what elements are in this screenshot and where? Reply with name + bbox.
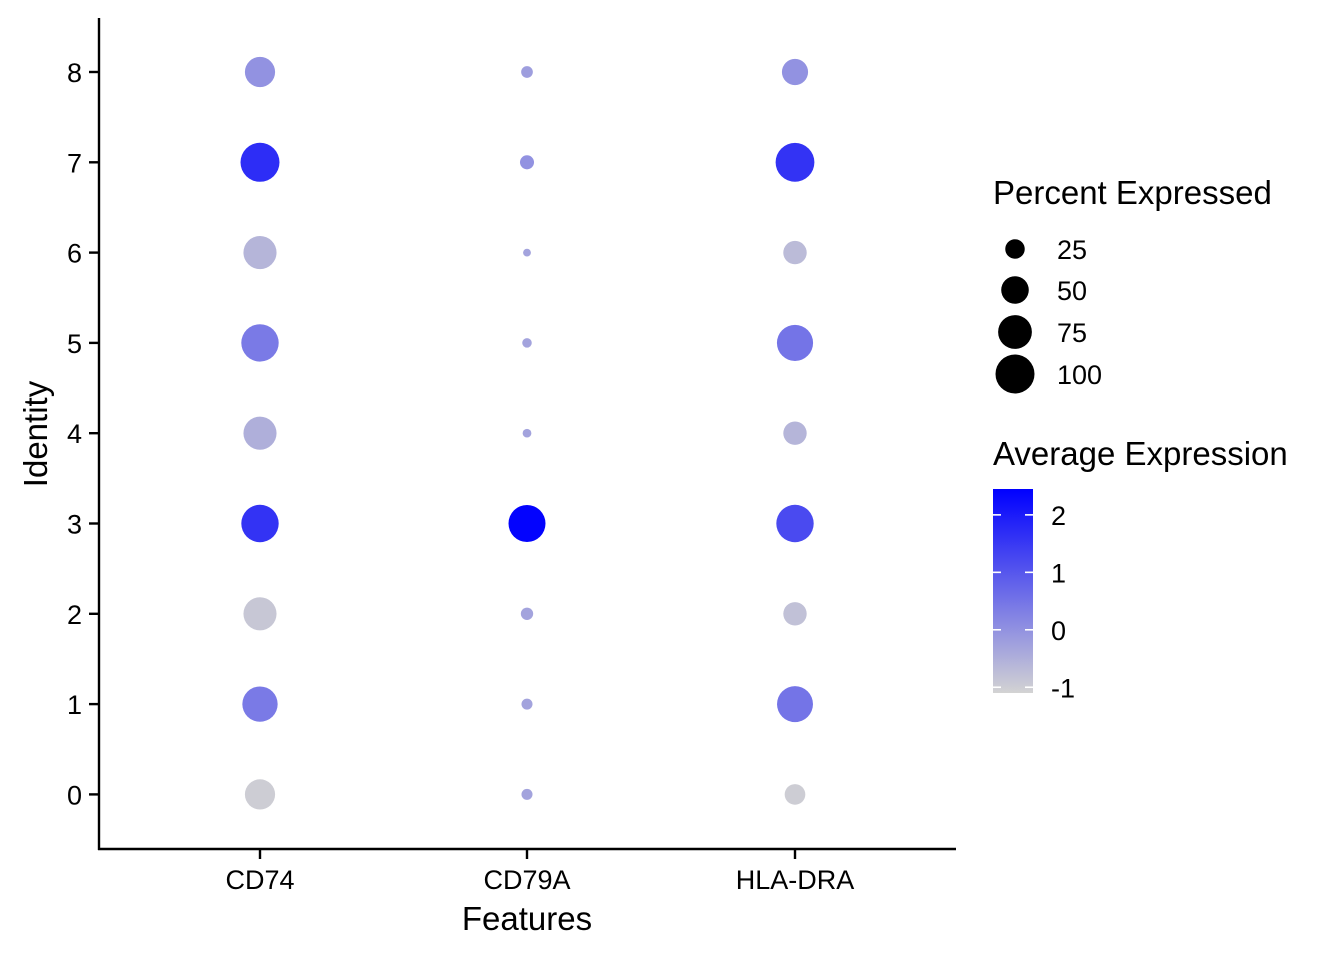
dot-hla-dra-4 [783,421,807,445]
size-legend-dot [995,354,1035,394]
dot-cd79a-2 [520,607,534,620]
dot-hla-dra-0 [784,784,806,805]
size-legend-dot [1005,239,1025,259]
color-legend-ticks: 2 1 0 -1 [993,501,1075,703]
color-legend-label: -1 [1051,673,1075,703]
y-tick-label: 4 [67,419,82,449]
color-legend-title: Average Expression [993,435,1288,472]
y-tick-label: 7 [67,148,82,178]
y-tick-label: 2 [67,600,82,630]
dot-cd79a-0 [521,788,533,800]
y-tick-label: 6 [67,239,82,269]
y-axis-ticks: 0 1 2 3 4 5 6 7 8 [67,58,99,810]
dot-hla-dra-6 [783,240,807,265]
dot-hla-dra-8 [781,58,809,86]
dot-cd74-8 [244,56,276,88]
size-legend-label: 25 [1057,235,1087,265]
x-axis-ticks: CD74 CD79A HLA-DRA [225,849,854,895]
dot-cd74-5 [241,324,279,362]
size-legend: Percent Expressed 25 50 75 100 [993,174,1272,394]
x-tick-label: CD79A [483,865,570,895]
dot-cd79a-4 [522,428,532,438]
y-tick-label: 8 [67,58,82,88]
color-legend: Average Expression 2 1 0 -1 [993,435,1288,703]
dot-cd74-6 [243,236,277,270]
x-tick-label: CD74 [225,865,294,895]
dot-cd79a-8 [521,66,533,78]
dot-cd79a-3 [508,505,546,542]
dot-cd74-3 [241,504,279,543]
dot-hla-dra-2 [783,602,807,626]
size-legend-dot [1001,276,1029,304]
dot-cd79a-6 [523,248,531,257]
y-tick-label: 0 [67,780,82,810]
color-legend-label: 2 [1051,501,1066,531]
dot-hla-dra-3 [776,504,814,543]
dot-cd79a-7 [519,155,535,170]
dot-hla-dra-5 [776,324,814,361]
size-legend-label: 50 [1057,276,1087,306]
color-legend-label: 1 [1051,558,1066,588]
dot-cd74-1 [242,686,278,722]
dot-cd74-0 [244,779,276,810]
y-tick-label: 1 [67,690,82,720]
dot-cd79a-1 [521,698,533,710]
dot-cd79a-5 [522,338,532,348]
size-legend-label: 100 [1057,360,1102,390]
dot-cd74-4 [243,416,277,450]
size-legend-items: 25 50 75 100 [995,235,1102,394]
size-legend-dot [998,315,1032,349]
x-axis-title: Features [462,900,592,937]
y-tick-label: 5 [67,329,82,359]
color-bar [993,489,1033,693]
size-legend-label: 75 [1057,318,1087,348]
dot-hla-dra-1 [777,686,813,723]
color-legend-label: 0 [1051,616,1066,646]
y-axis-title: Identity [17,380,54,487]
dots-layer [240,56,815,810]
dot-hla-dra-7 [775,142,815,182]
dot-cd74-7 [240,142,280,182]
size-legend-title: Percent Expressed [993,174,1272,211]
dot-cd74-2 [243,597,277,631]
x-tick-label: HLA-DRA [736,865,855,895]
y-tick-label: 3 [67,510,82,540]
